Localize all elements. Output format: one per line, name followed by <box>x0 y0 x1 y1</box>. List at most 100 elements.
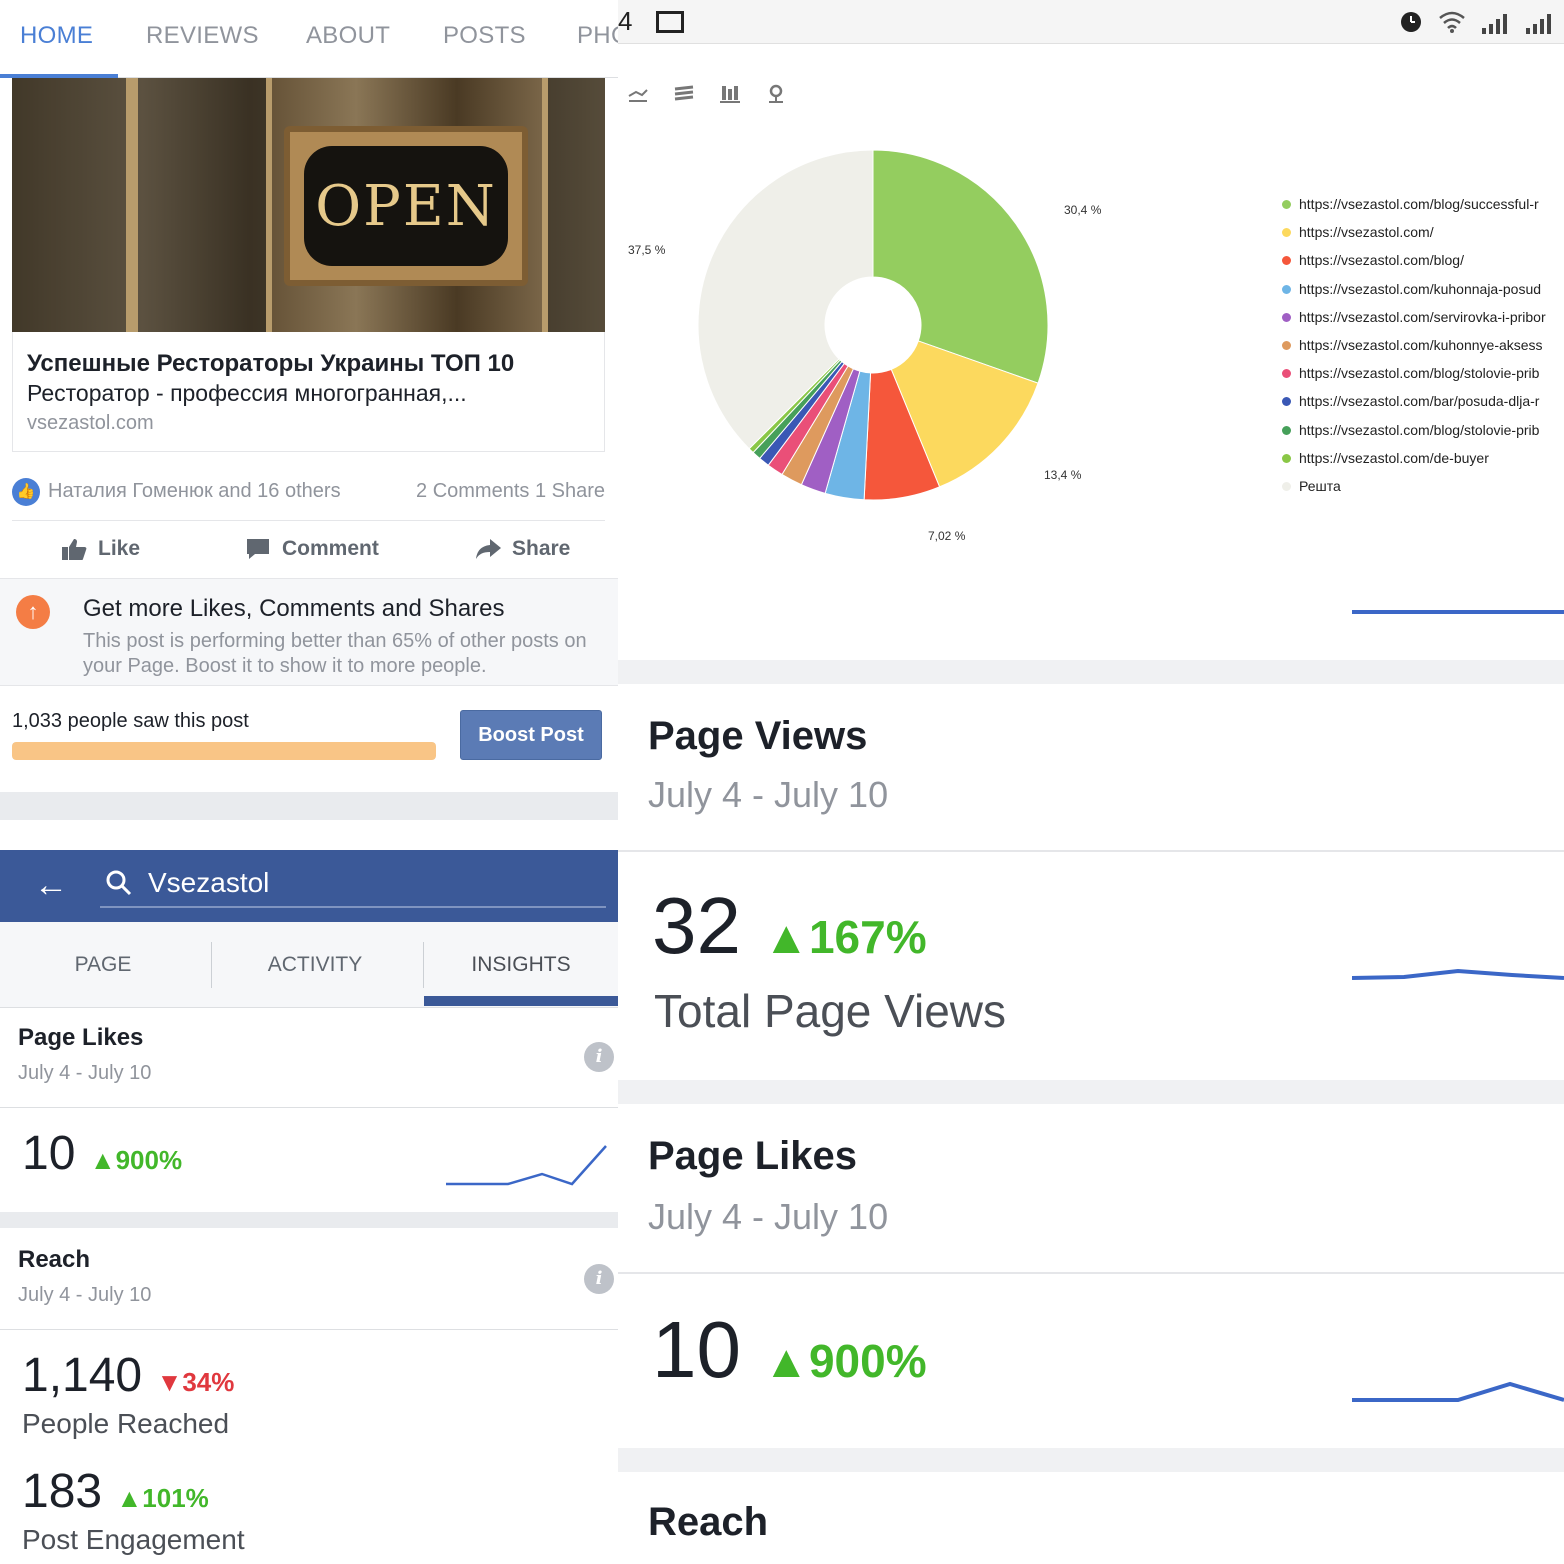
pie-chart-card: 30,4 % 13,4 % 7,02 % 37,5 % https://vsez… <box>618 44 1564 660</box>
page-views-title: Page Views <box>648 714 868 758</box>
legend-dot-icon <box>1282 453 1291 463</box>
area-chart-icon[interactable] <box>674 84 694 104</box>
tab-about[interactable]: ABOUT <box>306 22 391 49</box>
sparkline <box>1352 610 1564 614</box>
legend-item[interactable]: https://vsezastol.com/ <box>1282 222 1564 250</box>
status-bar: 4 <box>618 0 1564 44</box>
divider <box>0 820 618 850</box>
page-likes-change: ▲900% <box>89 1145 183 1175</box>
legend-label: https://vsezastol.com/servirovka-i-pribo… <box>1299 308 1546 325</box>
alarm-icon <box>1401 12 1421 32</box>
page-views-metric: 32 ▲167% <box>652 880 927 972</box>
people-reached-label: People Reached <box>22 1408 230 1439</box>
tab-home[interactable]: HOME <box>20 22 94 49</box>
page-likes-value: 10 <box>22 1127 76 1180</box>
boost-body: This post is performing better than 65% … <box>83 630 587 677</box>
share-label: Share <box>512 537 571 560</box>
post-actions: Like Comment Share <box>12 520 605 578</box>
reach-card: Reach <box>618 1472 1564 1564</box>
post-image[interactable]: OPEN <box>12 78 605 332</box>
tab-page[interactable]: PAGE <box>74 953 132 976</box>
legend-dot-icon <box>1282 481 1291 491</box>
page-likes-date: July 4 - July 10 <box>18 1062 152 1084</box>
reaction-names[interactable]: Наталия Гоменюк and 16 others <box>48 480 341 502</box>
page-views-card: Page Views July 4 - July 10 32 ▲167% Tot… <box>618 684 1564 1080</box>
legend-dot-icon <box>1282 425 1291 435</box>
door-pane <box>132 78 272 332</box>
facebook-page-panel: HOME REVIEWS ABOUT POSTS PHC OPEN Успешн… <box>0 0 618 1564</box>
comment-share-counts[interactable]: 2 Comments 1 Share <box>416 480 605 502</box>
divider <box>0 1212 618 1228</box>
page-likes-date: July 4 - July 10 <box>648 1196 889 1237</box>
legend-label: Решта <box>1299 477 1341 494</box>
page-views-sparkline <box>1352 968 1564 980</box>
post-engagement-value: 183 <box>22 1465 103 1518</box>
tab-reviews[interactable]: REVIEWS <box>146 22 259 49</box>
reach-header: Reach July 4 - July 10 i <box>0 1228 618 1330</box>
signal-icon <box>1526 14 1551 34</box>
comment-button[interactable]: Comment <box>244 537 379 561</box>
reach-progress-bar <box>12 742 436 760</box>
legend-label: https://vsezastol.com/blog/stolovie-prib <box>1299 365 1540 382</box>
legend-item[interactable]: https://vsezastol.com/blog/ <box>1282 250 1564 278</box>
legend-item[interactable]: https://vsezastol.com/bar/posuda-dlja-r <box>1282 391 1564 419</box>
tab-photos[interactable]: PHC <box>577 22 618 49</box>
legend-item[interactable]: https://vsezastol.com/de-buyer <box>1282 448 1564 476</box>
like-button[interactable]: Like <box>60 537 140 561</box>
legend-item[interactable]: https://vsezastol.com/kuhonnye-aksess <box>1282 335 1564 363</box>
legend-label: https://vsezastol.com/kuhonnye-aksess <box>1299 336 1543 353</box>
arrow-up-icon: ↑ <box>16 595 50 629</box>
legend-dot-icon <box>1282 312 1291 322</box>
legend-label: https://vsezastol.com/blog/ <box>1299 252 1464 269</box>
pie-slice[interactable] <box>890 340 1039 488</box>
image-notification-icon <box>656 11 684 33</box>
legend-item[interactable]: Решта <box>1282 476 1564 504</box>
info-icon[interactable]: i <box>584 1264 614 1294</box>
status-time: 4 <box>618 6 633 36</box>
slice-label: 37,5 % <box>628 243 666 257</box>
link-preview[interactable]: Успешные Рестораторы Украины ТОП 10 Рест… <box>12 332 605 452</box>
pie-slice[interactable] <box>872 149 1049 384</box>
info-icon[interactable]: i <box>584 1042 614 1072</box>
legend-item[interactable]: https://vsezastol.com/blog/stolovie-prib <box>1282 363 1564 391</box>
page-likes-sparkline <box>446 1145 607 1186</box>
comment-icon <box>247 539 269 559</box>
pie-slice[interactable] <box>697 149 874 450</box>
page-likes-title: Page Likes <box>648 1134 858 1178</box>
legend-item[interactable]: https://vsezastol.com/servirovka-i-pribo… <box>1282 307 1564 335</box>
boost-post-button[interactable]: Boost Post <box>460 710 602 760</box>
reach-progress-fill <box>12 742 436 760</box>
page-likes-metric: 10 ▲900% <box>652 1304 927 1396</box>
page-views-change: ▲167% <box>763 911 927 963</box>
line-chart-icon[interactable] <box>628 84 648 104</box>
pie-chart <box>697 149 1049 501</box>
divider <box>0 792 618 820</box>
legend-label: https://vsezastol.com/ <box>1299 224 1434 241</box>
tab-posts[interactable]: POSTS <box>443 22 526 49</box>
boost-heading: Get more Likes, Comments and Shares <box>83 595 505 622</box>
legend-item[interactable]: https://vsezastol.com/kuhonnaja-posud <box>1282 279 1564 307</box>
analytics-panel: 4 30,4 % 13,4 % 7,02 % 37,5 % https://vs… <box>618 0 1564 1564</box>
bar-chart-icon[interactable] <box>720 84 740 104</box>
legend-label: https://vsezastol.com/kuhonnaja-posud <box>1299 280 1542 297</box>
page-likes-title: Page Likes <box>18 1024 144 1051</box>
post-engagement-metric: 183 ▲101% <box>22 1464 209 1519</box>
legend-dot-icon <box>1282 228 1291 238</box>
tab-activity[interactable]: ACTIVITY <box>267 953 363 976</box>
search-input[interactable] <box>148 864 588 902</box>
tab-insights[interactable]: INSIGHTS <box>471 953 571 976</box>
share-button[interactable]: Share <box>474 537 570 561</box>
active-tab-indicator <box>424 996 618 1006</box>
legend-label: https://vsezastol.com/de-buyer <box>1299 449 1489 466</box>
back-arrow-icon[interactable]: ← <box>34 866 68 904</box>
legend-item[interactable]: https://vsezastol.com/blog/stolovie-prib <box>1282 420 1564 448</box>
people-reached-metric: 1,140 ▼34% <box>22 1348 234 1403</box>
legend-dot-icon <box>1282 397 1291 407</box>
legend-item[interactable]: https://vsezastol.com/blog/successful-r <box>1282 194 1564 222</box>
people-reached-change: ▼34% <box>156 1367 235 1397</box>
map-pin-icon[interactable] <box>766 84 786 104</box>
active-tab-indicator <box>0 74 118 78</box>
people-reached-value: 1,140 <box>22 1349 143 1402</box>
like-reaction-icon: 👍 <box>12 478 40 506</box>
like-label: Like <box>98 537 141 560</box>
